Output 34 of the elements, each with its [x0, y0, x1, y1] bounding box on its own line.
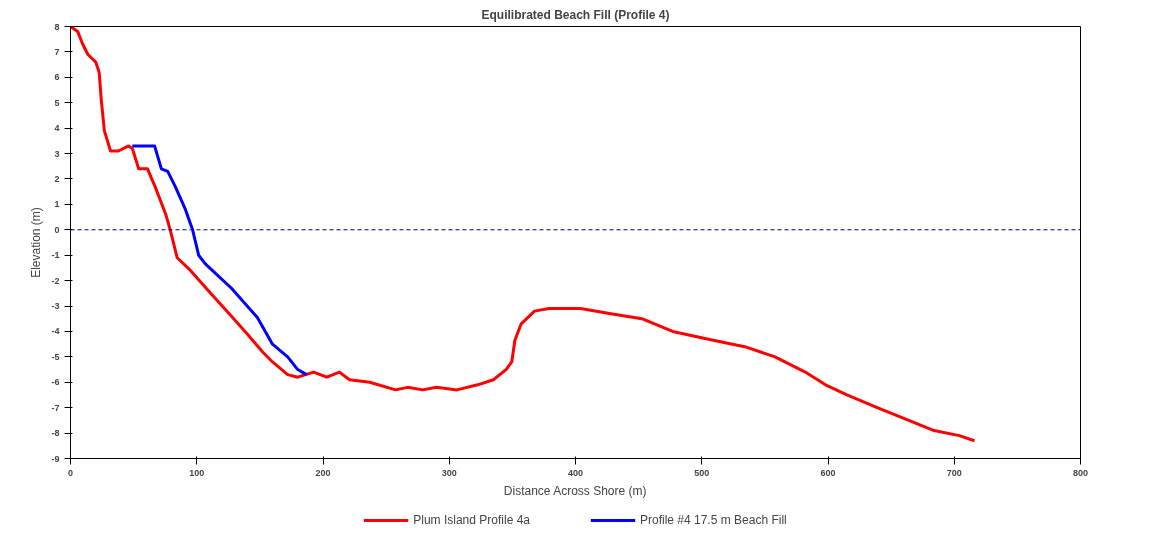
y-tick-label: -2	[51, 275, 60, 286]
x-tick-label: 0	[68, 467, 74, 478]
y-tick-label: 1	[54, 199, 60, 210]
y-tick-label: 5	[54, 97, 60, 108]
y-tick-label: -6	[51, 377, 60, 388]
x-tick-label: 600	[820, 467, 836, 478]
y-tick-label: -1	[51, 250, 60, 261]
y-tick-label: 8	[54, 21, 60, 32]
x-tick-label: 500	[694, 467, 710, 478]
y-tick-label: 4	[54, 123, 60, 134]
x-tick-label: 100	[189, 467, 205, 478]
y-axis-title: Elevation (m)	[29, 207, 44, 278]
x-tick-label: 800	[1072, 467, 1089, 478]
y-tick-label: 2	[54, 173, 60, 184]
chart-title: Equilibrated Beach Fill (Profile 4)	[481, 7, 670, 22]
y-tick-label: 6	[54, 72, 60, 83]
y-tick-label: -5	[51, 351, 60, 362]
legend-label: Plum Island Profile 4a	[413, 513, 530, 527]
x-axis-title: Distance Across Shore (m)	[503, 483, 647, 498]
y-tick-label: 3	[54, 148, 60, 159]
line-series	[130, 144, 309, 377]
y-tick-label: -9	[51, 453, 60, 464]
y-tick-label: -8	[51, 428, 60, 439]
y-tick-label: -3	[51, 301, 60, 312]
y-tick-label: -4	[51, 326, 60, 337]
y-tick-label: 0	[54, 224, 60, 235]
line-series	[70, 26, 976, 443]
x-tick-label: 700	[946, 467, 962, 478]
y-tick-label: -7	[51, 402, 60, 413]
x-tick-label: 400	[567, 467, 584, 478]
x-tick-label: 300	[441, 467, 457, 478]
y-tick-label: 7	[54, 46, 60, 57]
x-tick-label: 200	[315, 467, 331, 478]
legend-label: Profile #4 17.5 m Beach Fill	[639, 513, 787, 527]
